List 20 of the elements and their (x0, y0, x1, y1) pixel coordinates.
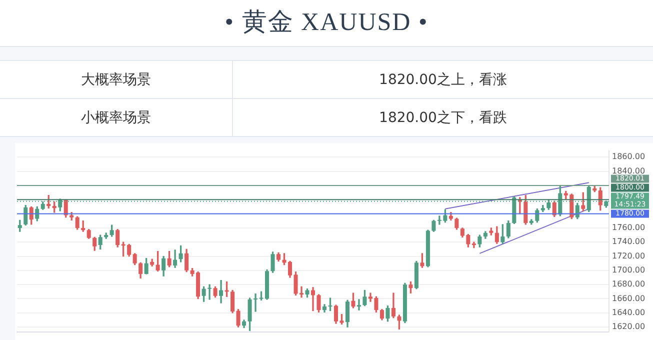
y-tick-label: 1740.00 (612, 237, 646, 246)
y-tick-label: 1640.00 (612, 308, 646, 317)
text: 小概率场景 (0, 98, 232, 136)
y-tick-label: 1720.00 (612, 251, 646, 260)
y-tick-label: 1860.00 (612, 152, 646, 162)
candlestick (254, 293, 258, 312)
text: 1820.00之上，看涨 (232, 60, 653, 98)
candlestick (356, 299, 361, 310)
y-tick-label: 1840.00 (612, 166, 646, 176)
y-tick-label: 1680.00 (612, 280, 646, 289)
candlestick (208, 284, 212, 300)
y-tick-label: 1760.00 (612, 223, 646, 232)
y-tick-label: 1700.00 (612, 266, 646, 274)
text: • 黄金 XAUUSD • (0, 0, 653, 47)
candlestick (219, 280, 224, 304)
y-tick-label: 1620.00 (612, 322, 646, 332)
candlestick (310, 287, 316, 312)
y-tick-label: 1660.00 (612, 294, 646, 303)
text: 大概率场景 (0, 60, 232, 98)
text: 1820.00之下，看跌 (232, 98, 653, 136)
